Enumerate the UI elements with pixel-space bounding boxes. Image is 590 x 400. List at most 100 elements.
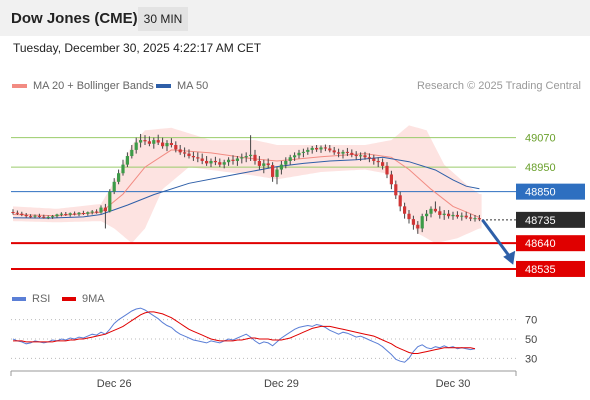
candle-body [121,164,125,174]
candle-body [310,147,314,150]
candle-body [33,215,37,217]
candle-body [407,213,411,220]
x-tick-label: Dec 30 [436,378,471,390]
candle-body [429,208,433,214]
level-label: 48950 [525,162,556,174]
forecast-arrow-shaft [481,218,513,260]
x-tick-label: Dec 26 [97,378,132,390]
candle-body [425,213,429,217]
candle-body [231,159,235,161]
candle-body [293,155,297,158]
candle-body [271,165,275,177]
candle-body [152,140,156,144]
level-label: 48640 [525,238,556,250]
candle-body [15,212,19,214]
candle-body [398,195,402,207]
level-label: 49070 [525,133,556,145]
candle-body [473,218,477,220]
level-label: 48735 [525,215,556,227]
candle-body [389,174,393,185]
candle-body [297,152,301,156]
candle-body [42,216,46,218]
rsi-swatch [12,297,26,302]
candle-body [174,145,178,150]
candle-body [328,148,332,151]
candle-body [37,215,41,217]
candle-body [315,147,319,150]
candle-body [469,217,473,219]
legend-ma50: MA 50 [156,80,208,92]
candle-body [134,142,138,150]
candle-body [403,206,407,214]
candle-body [284,160,288,165]
ma50-swatch [156,84,171,89]
candle-body [249,154,253,157]
forecast-arrow-head [503,250,516,265]
candle-body [367,157,371,159]
candle-body [95,211,99,213]
candle-body [240,157,244,159]
ma20-swatch [12,84,27,89]
rsi-ma-line [13,311,476,354]
candle-body [337,152,341,154]
candle-body [125,156,129,165]
candle-body [354,154,358,157]
legend-rsi: RSI [12,293,50,305]
candle-body [156,140,160,143]
candle-body [77,212,81,215]
candle-body [359,155,363,157]
timeframe-button[interactable]: 30 MIN [138,7,188,31]
candle-body [244,156,248,158]
candle-body [183,152,187,154]
candle-body [253,154,257,161]
candle-body [385,165,389,175]
candle-body [73,213,77,215]
candle-body [209,160,213,164]
candle-body [86,212,90,214]
rsi-tick-label: 50 [525,334,537,346]
candle-body [130,149,134,157]
candle-body [20,213,24,215]
candle-body [227,159,231,163]
candle-body [64,213,68,215]
credit-text: Research © 2025 Trading Central [416,80,581,92]
candle-body [81,212,85,214]
ma50-line [12,156,480,219]
rsi-tick-label: 70 [525,315,537,327]
candle-body [90,211,94,213]
candle-body [455,214,459,217]
level-box [516,235,585,252]
candle-body [460,215,464,217]
level-box [516,183,585,200]
header-bar [0,0,590,36]
candle-body [306,149,310,152]
legend-ma20: MA 20 + Bollinger Bands [12,80,154,92]
candle-body [55,214,59,217]
candle-body [275,169,279,177]
bollinger-band-area [13,125,482,244]
candle-body [139,140,143,143]
level-label: 48850 [525,187,556,199]
candle-body [11,212,15,214]
candle-body [420,216,424,229]
candle-body [103,207,107,212]
candle-body [451,214,455,217]
candle-body [143,140,147,142]
level-label: 48535 [525,264,556,276]
candle-body [301,151,305,153]
candle-body [363,155,367,158]
candle-body [200,158,204,161]
candle-body [257,160,261,166]
candle-body [222,162,226,165]
candle-body [319,147,323,150]
candle-body [187,153,191,157]
candle-body [196,157,200,159]
legend-9ma-label: 9MA [82,293,105,305]
last-price-box [516,211,585,228]
timestamp: Tuesday, December 30, 2025 4:22:17 AM CE… [13,41,262,55]
candle-body [438,211,442,215]
legend-rsi-label: RSI [32,293,51,305]
candle-body [442,213,446,215]
candle-body [213,160,217,163]
